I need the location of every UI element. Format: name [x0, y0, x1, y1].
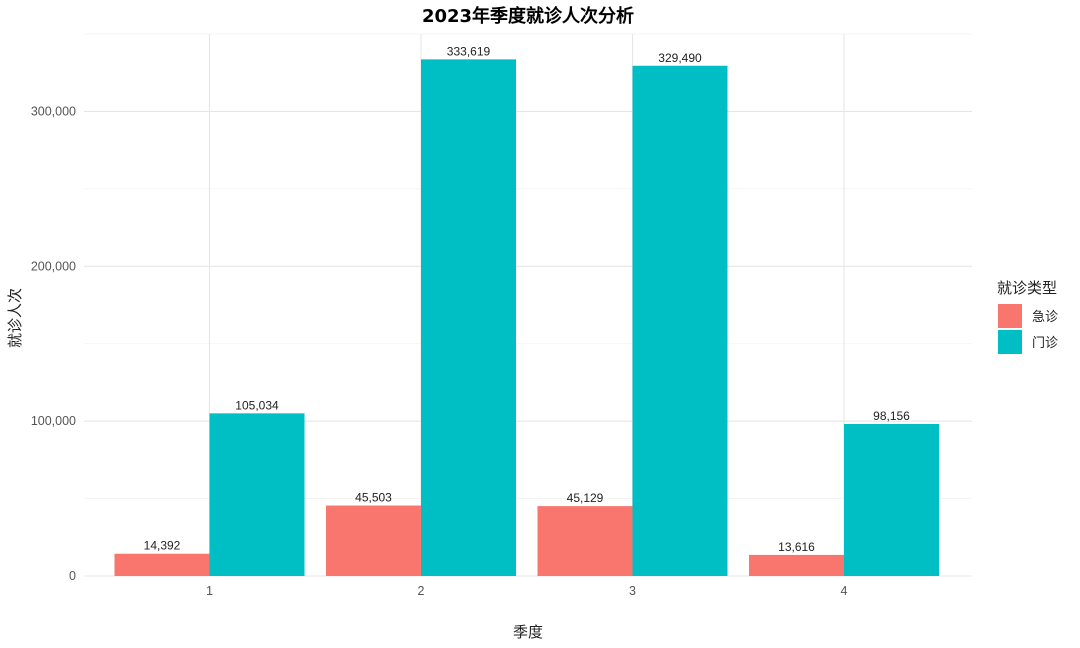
data-label: 45,503	[355, 491, 392, 505]
y-tick-label: 200,000	[31, 259, 76, 273]
bar-急诊-4	[749, 554, 844, 576]
y-tick-label: 300,000	[31, 104, 76, 118]
chart-title: 2023年季度就诊人次分析	[422, 5, 634, 27]
data-label: 105,034	[235, 398, 279, 412]
bar-门诊-4	[844, 423, 939, 576]
x-tick-label: 2	[418, 584, 425, 598]
bar-急诊-3	[537, 506, 633, 576]
data-label: 13,616	[778, 540, 815, 554]
legend-label: 门诊	[1032, 336, 1058, 351]
y-axis-ticks: 0 100,000 200,000 300,000	[31, 104, 76, 583]
data-label: 329,490	[658, 51, 702, 65]
legend-swatch-急诊	[998, 304, 1022, 328]
legend-title: 就诊类型	[997, 279, 1057, 297]
bar-急诊-1	[114, 553, 210, 576]
data-label: 45,129	[567, 491, 604, 505]
bar-急诊-2	[326, 505, 421, 576]
bars	[114, 59, 939, 577]
x-tick-label: 1	[206, 584, 213, 598]
x-axis-ticks: 1 2 3 4	[206, 584, 848, 598]
x-tick-label: 3	[629, 584, 636, 598]
bar-门诊-2	[421, 59, 516, 577]
data-labels: 14,392 45,503 45,129 13,616 105,034 333,619 32…	[144, 44, 911, 554]
legend-swatch-门诊	[998, 330, 1022, 354]
bar-门诊-1	[209, 413, 305, 576]
data-label: 14,392	[144, 539, 181, 553]
data-label: 98,156	[873, 409, 910, 423]
y-tick-label: 0	[69, 569, 76, 583]
x-axis-title: 季度	[513, 623, 543, 641]
bar-门诊-3	[632, 65, 728, 576]
data-label: 333,619	[447, 44, 491, 58]
y-axis-title: 就诊人次	[6, 288, 24, 348]
x-tick-label: 4	[841, 584, 848, 598]
legend-label: 急诊	[1032, 310, 1058, 325]
y-tick-label: 100,000	[31, 414, 76, 428]
